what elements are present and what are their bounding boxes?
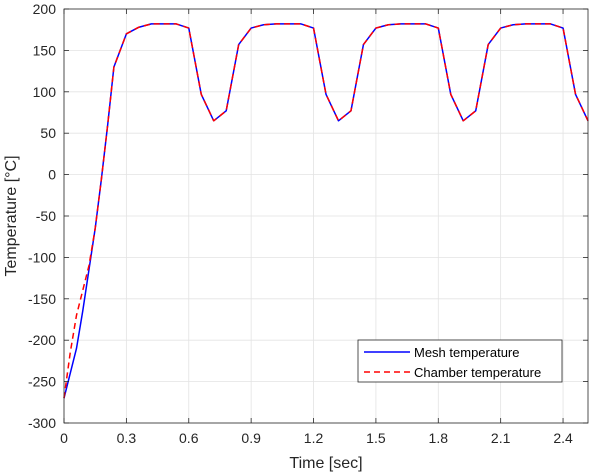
- x-tick-label: 0.6: [179, 430, 199, 446]
- x-tick-label: 0.9: [241, 430, 261, 446]
- legend-label-chamber: Chamber temperature: [414, 365, 541, 380]
- x-tick-label: 2.4: [553, 430, 573, 446]
- x-tick-label: 2.1: [491, 430, 511, 446]
- y-tick-label: -150: [28, 291, 56, 307]
- y-tick-label: -300: [28, 415, 56, 431]
- y-tick-labels: -300 -250 -200 -150 -100 -50 0 50 100 150 200: [28, 1, 56, 431]
- x-tick-label: 1.5: [366, 430, 386, 446]
- y-tick-label: 200: [33, 1, 57, 17]
- y-tick-label: 150: [33, 42, 57, 58]
- x-tick-label: 0: [60, 430, 68, 446]
- chamber-temperature-line: [63, 23, 589, 399]
- y-tick-label: 50: [40, 125, 56, 141]
- axis-ticks: [63, 8, 588, 424]
- y-tick-label: 0: [48, 167, 56, 183]
- series-layer: [63, 23, 589, 399]
- y-tick-label: -100: [28, 249, 56, 265]
- x-tick-label: 1.8: [429, 430, 449, 446]
- x-tick-label: 0.3: [117, 430, 137, 446]
- y-tick-label: -250: [28, 374, 56, 390]
- legend-box: [357, 339, 563, 383]
- y-tick-label: -200: [28, 332, 56, 348]
- y-axis-label: Temperature [°C]: [3, 155, 20, 276]
- x-tick-labels: 0 0.3 0.6 0.9 1.2 1.5 1.8 2.1 2.4: [60, 430, 573, 446]
- y-tick-label: 100: [33, 84, 57, 100]
- legend-label-mesh: Mesh temperature: [414, 345, 520, 360]
- x-axis-label: Time [sec]: [289, 455, 362, 472]
- x-tick-label: 1.2: [304, 430, 324, 446]
- y-tick-label: -50: [36, 208, 56, 224]
- legend: Mesh temperature Chamber temperature: [357, 339, 563, 383]
